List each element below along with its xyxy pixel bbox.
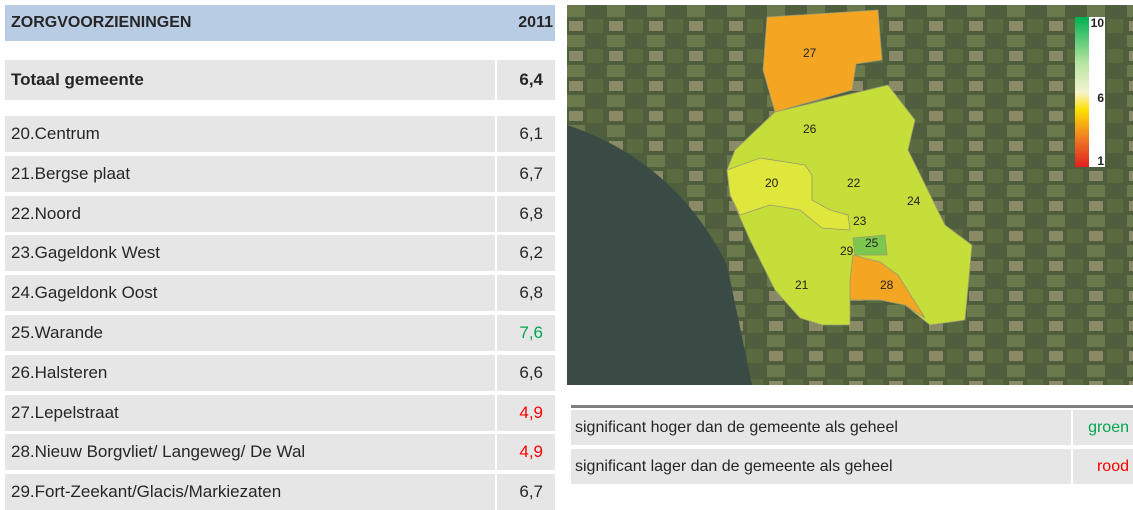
- legend-border: [571, 405, 1133, 408]
- map: 27 26 20 22 24 23 25 29 21 28 10 6 1: [567, 5, 1133, 385]
- legend-text: significant lager dan de gemeente als ge…: [571, 449, 1071, 484]
- district-label: 28: [880, 278, 894, 292]
- district-label: 26: [803, 122, 817, 136]
- scale-label: 6: [1097, 91, 1104, 105]
- district-label: 21: [795, 278, 809, 292]
- row-value: 4,9: [497, 434, 555, 470]
- page: ZORGVOORZIENINGEN 2011 Totaal gemeente 6…: [0, 0, 1133, 506]
- row-name: 27.Lepelstraat: [5, 395, 495, 431]
- district-label: 27: [803, 46, 817, 60]
- row-name: 26.Halsteren: [5, 355, 495, 391]
- row-value: 6,7: [497, 156, 555, 192]
- row-value: 6,6: [497, 355, 555, 391]
- row-value: 6,8: [497, 275, 555, 311]
- district-label: 25: [865, 236, 879, 250]
- district-label: 23: [853, 214, 867, 228]
- total-name: Totaal gemeente: [5, 60, 495, 100]
- row-name: 25.Warande: [5, 315, 495, 351]
- scale-label: 1: [1097, 154, 1104, 168]
- row-name: 29.Fort-Zeekant/Glacis/Markiezaten: [5, 474, 495, 510]
- row-value: 6,8: [497, 196, 555, 232]
- scale-label: 10: [1091, 16, 1105, 30]
- legend-word: groen: [1073, 410, 1133, 445]
- district-label: 20: [765, 176, 779, 190]
- row-value: 6,7: [497, 474, 555, 510]
- row-name: 21.Bergse plaat: [5, 156, 495, 192]
- total-value: 6,4: [497, 60, 555, 100]
- row-name: 20.Centrum: [5, 116, 495, 152]
- color-scale: [1075, 17, 1089, 167]
- table-header-year: 2011: [497, 5, 555, 41]
- row-name: 28.Nieuw Borgvliet/ Langeweg/ De Wal: [5, 434, 495, 470]
- district-label: 24: [907, 194, 921, 208]
- row-value: 4,9: [497, 395, 555, 431]
- row-value: 6,2: [497, 235, 555, 271]
- row-value: 6,1: [497, 116, 555, 152]
- legend-text: significant hoger dan de gemeente als ge…: [571, 410, 1071, 445]
- row-name: 23.Gageldonk West: [5, 235, 495, 271]
- legend-word: rood: [1073, 449, 1133, 484]
- row-value: 7,6: [497, 315, 555, 351]
- row-name: 24.Gageldonk Oost: [5, 275, 495, 311]
- district-label: 29: [840, 244, 854, 258]
- district-label: 22: [847, 176, 861, 190]
- table-header-title: ZORGVOORZIENINGEN: [5, 5, 555, 41]
- row-name: 22.Noord: [5, 196, 495, 232]
